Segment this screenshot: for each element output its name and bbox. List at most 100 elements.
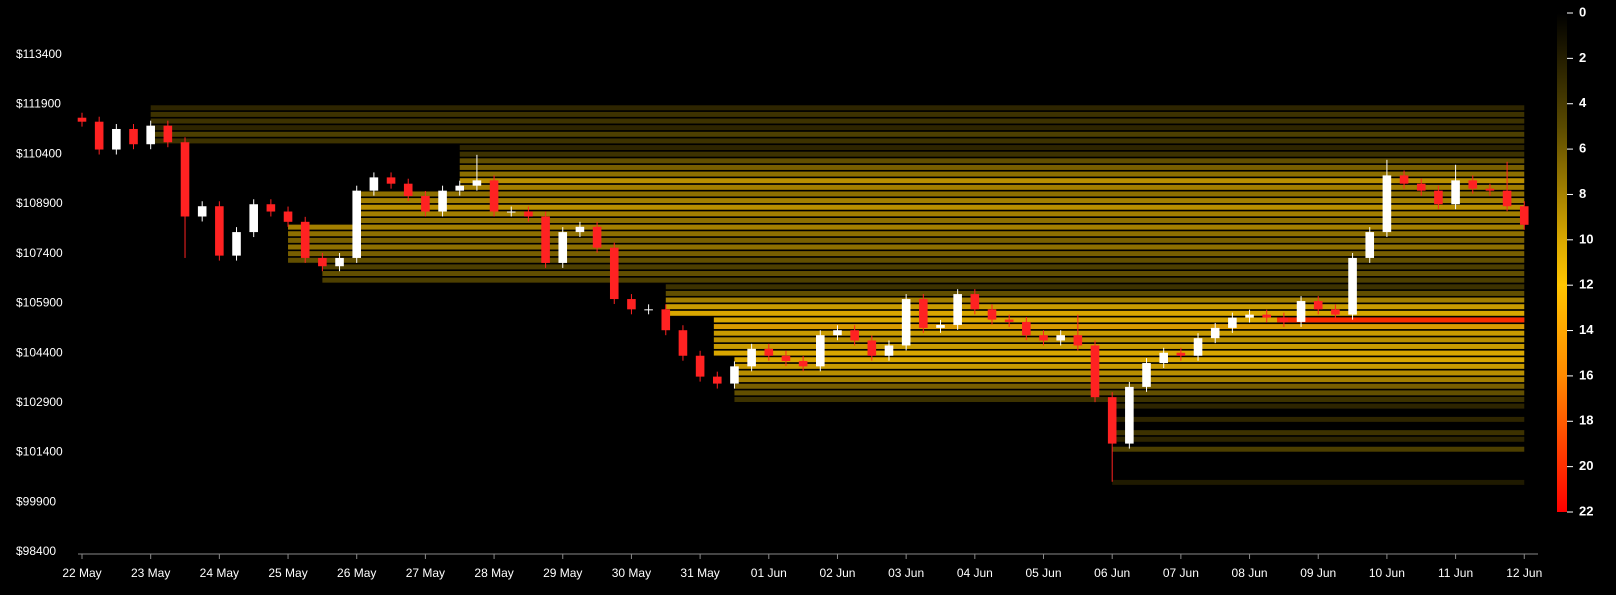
x-tick-label: 25 May (268, 566, 307, 580)
candle-body (1313, 301, 1323, 310)
heat-band (288, 251, 1525, 257)
heat-band (665, 304, 1525, 310)
candle-body (215, 206, 224, 256)
colorbar-label: 12 (1579, 277, 1593, 292)
candle-body (850, 330, 859, 341)
candle-body (249, 204, 258, 233)
y-tick-label: $101400 (16, 445, 63, 459)
heat-band (150, 131, 1525, 137)
heat-band (356, 198, 1525, 204)
colorbar-label: 18 (1579, 413, 1593, 428)
heat-band (1277, 317, 1525, 323)
candle-body (1416, 183, 1426, 191)
heat-band (734, 377, 1525, 383)
heat-band (1112, 446, 1525, 452)
heat-band (665, 310, 1525, 316)
heat-band (665, 297, 1525, 303)
heat-band (150, 111, 1525, 117)
candle-body (1004, 319, 1014, 322)
heat-band (713, 350, 1525, 356)
candle-body (833, 330, 842, 336)
candle-body (1434, 190, 1443, 205)
x-tick-label: 05 Jun (1025, 566, 1061, 580)
y-tick-label: $102900 (16, 395, 63, 409)
y-tick-label: $108900 (16, 196, 63, 210)
candle-body (627, 299, 636, 310)
heat-band (288, 257, 1525, 263)
x-tick-label: 06 Jun (1094, 566, 1130, 580)
candle-body (1502, 190, 1512, 207)
x-tick-label: 09 Jun (1300, 566, 1336, 580)
candle-body (1090, 345, 1100, 398)
colorbar-label: 2 (1579, 50, 1586, 65)
candle-body (798, 361, 808, 367)
colorbar-label: 6 (1579, 141, 1586, 156)
candle-body (936, 324, 945, 328)
candle-body (1296, 301, 1306, 322)
candle-body (77, 117, 87, 122)
heat-band (322, 264, 1525, 270)
candle-body (1245, 314, 1254, 318)
x-tick-label: 12 Jun (1506, 566, 1542, 580)
candle-body (438, 190, 447, 212)
heat-band (1112, 430, 1525, 436)
candle-body (678, 330, 688, 356)
candle-body (129, 128, 138, 145)
candle-body (1159, 352, 1168, 364)
heat-band (356, 217, 1525, 223)
heat-band (1112, 479, 1525, 485)
colorbar: 0 2 4 6 8 10 12 14 16 18 20 22 (1557, 4, 1594, 518)
candle-body (232, 232, 241, 256)
x-tick-label: 22 May (62, 566, 101, 580)
x-tick-label: 03 Jun (888, 566, 924, 580)
candle-body (1365, 232, 1375, 258)
heat-band (713, 324, 1525, 330)
heat-band (288, 244, 1525, 250)
x-tick-label: 23 May (131, 566, 170, 580)
candle-body (266, 204, 276, 212)
candle-body (919, 299, 928, 328)
candle-body (472, 180, 482, 186)
candle-body (1125, 386, 1134, 444)
x-tick-label: 07 Jun (1163, 566, 1199, 580)
candle-body (644, 309, 653, 311)
candle-body (1519, 206, 1529, 225)
candle-body (764, 348, 774, 356)
x-tick-label: 27 May (406, 566, 445, 580)
candle-body (953, 294, 962, 325)
heat-band (459, 184, 1525, 190)
heat-band (734, 370, 1525, 376)
candle-body (455, 185, 465, 191)
candle-body (1228, 317, 1237, 328)
heat-band (459, 178, 1525, 184)
axis-layer: 22 May 23 May 24 May 25 May 26 May 27 May 28 M… (16, 47, 1542, 580)
heat-band (713, 343, 1525, 349)
candle-body (781, 355, 791, 362)
candle-body (197, 206, 207, 217)
x-tick-label: 08 Jun (1232, 566, 1268, 580)
candle-body (1073, 335, 1083, 346)
candle-body (558, 232, 568, 263)
candle-body (1331, 309, 1340, 315)
candle-body (506, 211, 516, 213)
y-tick-label: $110400 (16, 146, 62, 160)
x-tick-label: 28 May (474, 566, 513, 580)
candle-body (369, 177, 379, 191)
heat-band (150, 138, 1525, 144)
heat-band (356, 191, 1525, 197)
x-tick-label: 24 May (200, 566, 239, 580)
candle-body (1262, 314, 1272, 318)
candle-body (747, 348, 756, 367)
candle-body (901, 299, 911, 346)
heat-band (288, 231, 1525, 237)
candle-body (1382, 175, 1392, 233)
colorbar-label: 4 (1579, 95, 1587, 110)
heat-band (459, 145, 1525, 151)
candle-body (592, 226, 602, 248)
candle-body (1348, 257, 1357, 315)
y-tick-label: $107400 (16, 246, 63, 260)
heat-band (713, 337, 1525, 343)
candle-body (318, 257, 327, 267)
heat-band (1112, 416, 1525, 422)
